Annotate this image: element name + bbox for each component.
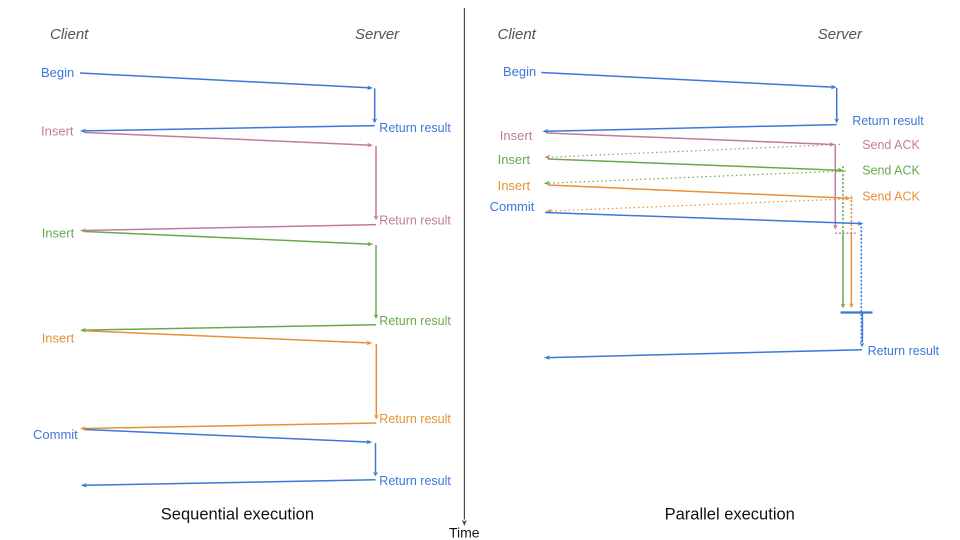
svg-text:Return result: Return result <box>868 344 940 358</box>
svg-text:Insert: Insert <box>498 152 531 167</box>
svg-text:Send ACK: Send ACK <box>862 138 920 152</box>
svg-text:Insert: Insert <box>500 128 533 143</box>
svg-text:Sequential execution: Sequential execution <box>161 505 314 523</box>
svg-text:Insert: Insert <box>41 123 74 138</box>
svg-text:Return result: Return result <box>379 474 451 488</box>
svg-text:Commit: Commit <box>490 199 535 214</box>
svg-text:Send ACK: Send ACK <box>862 164 920 178</box>
svg-text:Return result: Return result <box>379 314 451 328</box>
svg-text:Insert: Insert <box>42 226 75 241</box>
svg-text:Client: Client <box>50 26 89 43</box>
svg-text:Begin: Begin <box>503 64 536 79</box>
svg-text:Begin: Begin <box>41 65 74 80</box>
svg-text:Return result: Return result <box>852 114 924 128</box>
svg-text:Insert: Insert <box>498 178 531 193</box>
svg-text:Server: Server <box>818 26 863 43</box>
svg-text:Return result: Return result <box>379 121 451 135</box>
svg-text:Return result: Return result <box>379 214 451 228</box>
svg-text:Return result: Return result <box>379 412 451 426</box>
svg-text:Commit: Commit <box>33 427 78 442</box>
svg-text:Send ACK: Send ACK <box>862 190 920 204</box>
svg-text:Client: Client <box>498 26 537 43</box>
svg-text:Insert: Insert <box>42 331 75 346</box>
svg-text:Parallel execution: Parallel execution <box>665 505 795 523</box>
svg-text:Time: Time <box>449 524 480 540</box>
svg-text:Server: Server <box>355 26 400 43</box>
